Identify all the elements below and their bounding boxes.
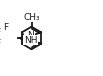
Text: F: F: [3, 23, 8, 32]
Text: N: N: [27, 31, 34, 40]
Text: CH₃: CH₃: [23, 13, 40, 22]
Text: NH: NH: [24, 36, 37, 45]
